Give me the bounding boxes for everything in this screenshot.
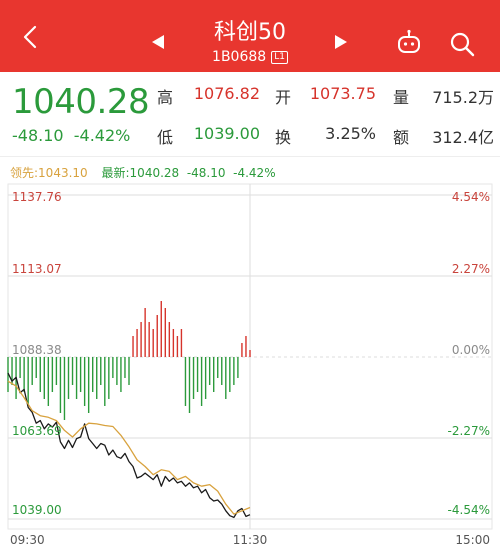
open-label: 开 xyxy=(275,88,292,107)
robot-icon[interactable] xyxy=(396,29,422,55)
price-series-line xyxy=(7,372,251,519)
legend-latest-change-pct: -4.42% xyxy=(233,166,276,180)
y-tick-label-left: 1063.69 xyxy=(12,424,62,438)
volume-label: 量 xyxy=(393,88,410,107)
divider xyxy=(0,156,500,157)
stock-code: 1B0688 L1 xyxy=(180,49,320,65)
page-title: 科创50 xyxy=(214,20,286,45)
y-tick-label-right: 4.54% xyxy=(452,190,490,204)
x-tick-label: 15:00 xyxy=(455,533,490,547)
low-value: 1039.00 xyxy=(193,124,260,143)
y-tick-label-left: 1137.76 xyxy=(12,190,62,204)
price-change-value: -48.10 xyxy=(12,126,64,145)
legend-latest-label: 最新: xyxy=(101,166,130,180)
search-icon[interactable] xyxy=(448,30,476,58)
high-label: 高 xyxy=(157,88,174,107)
legend-lead-label: 领先: xyxy=(10,166,39,180)
level-badge: L1 xyxy=(271,51,288,64)
open-value: 1073.75 xyxy=(309,84,376,103)
y-tick-label-left: 1113.07 xyxy=(12,262,62,276)
price-change-pct: -4.42% xyxy=(73,126,131,145)
quote-panel: 1040.28 -48.10 -4.42% 高 1076.82 开 1073.7… xyxy=(0,72,500,156)
legend-lead-value: 1043.10 xyxy=(38,166,88,180)
legend-latest-value: 1040.28 xyxy=(129,166,180,180)
y-tick-label-left: 1088.38 xyxy=(12,343,62,357)
y-tick-label-right: 0.00% xyxy=(452,343,490,357)
amount-value: 312.4亿 xyxy=(432,128,494,147)
stock-code-text: 1B0688 xyxy=(212,49,267,65)
y-tick-label-right: -2.27% xyxy=(448,424,490,438)
top-bar: 科创50 1B0688 L1 xyxy=(0,0,500,72)
x-tick-label: 09:30 xyxy=(10,533,45,547)
lead-series-line xyxy=(7,380,251,515)
next-triangle-icon[interactable] xyxy=(333,34,349,50)
prev-triangle-icon[interactable] xyxy=(150,34,166,50)
intraday-chart[interactable]: 1137.76 4.54% 1113.07 2.27% 1088.38 0.00% 1063… xyxy=(0,182,500,555)
chart-legend: 领先:1043.10 最新:1040.28 -48.10 -4.42% xyxy=(10,164,276,181)
x-tick-label: 11:30 xyxy=(233,533,268,547)
back-chevron-icon[interactable] xyxy=(18,24,44,50)
amount-label: 额 xyxy=(393,128,410,147)
current-price: 1040.28 xyxy=(12,82,150,122)
y-tick-label-right: 2.27% xyxy=(452,262,490,276)
legend-latest: 最新:1040.28 -48.10 -4.42% xyxy=(102,166,276,180)
high-value: 1076.82 xyxy=(193,84,260,103)
y-tick-label-left: 1039.00 xyxy=(12,503,62,517)
volume-value: 715.2万 xyxy=(432,88,494,107)
legend-latest-change: -48.10 xyxy=(186,166,226,180)
turnover-label: 换 xyxy=(275,128,292,147)
price-change: -48.10 -4.42% xyxy=(12,126,130,145)
low-label: 低 xyxy=(157,128,174,147)
turnover-value: 3.25% xyxy=(325,124,376,143)
legend-lead: 领先:1043.10 xyxy=(10,166,88,180)
y-tick-label-right: -4.54% xyxy=(448,503,490,517)
